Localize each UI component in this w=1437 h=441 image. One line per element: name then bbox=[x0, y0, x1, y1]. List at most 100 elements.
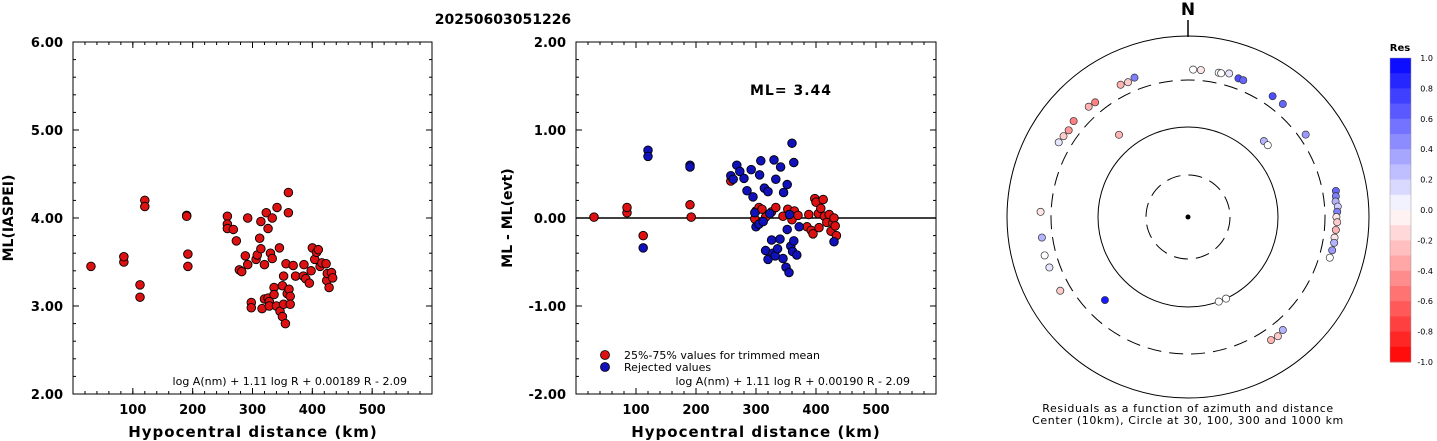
y-tick-label: 4.00 bbox=[31, 212, 63, 227]
y-tick-label: 5.00 bbox=[31, 124, 63, 139]
data-point bbox=[321, 259, 331, 269]
colorbar-swatch bbox=[1390, 134, 1411, 150]
data-point bbox=[775, 234, 785, 244]
data-point bbox=[240, 251, 251, 261]
legend-marker-trimmed bbox=[600, 350, 610, 360]
station-point bbox=[1084, 102, 1093, 111]
station-point bbox=[1328, 246, 1337, 255]
data-point bbox=[808, 229, 818, 239]
station-point bbox=[1333, 218, 1342, 227]
x-axis: 100 200 300 400 500 bbox=[587, 42, 925, 418]
data-point bbox=[771, 174, 781, 185]
colorbar-swatch bbox=[1390, 103, 1411, 120]
plot-frame bbox=[72, 41, 433, 395]
colorbar-swatch bbox=[1390, 118, 1411, 135]
station-point bbox=[1278, 100, 1287, 108]
data-point bbox=[772, 244, 783, 254]
colorbar-swatch bbox=[1390, 270, 1411, 287]
data-point bbox=[793, 210, 803, 221]
station-point bbox=[1273, 332, 1282, 341]
y-tick-label: 0.00 bbox=[534, 212, 566, 227]
data-point bbox=[754, 170, 765, 180]
data-point bbox=[242, 213, 253, 223]
station-point bbox=[1189, 65, 1198, 74]
y-axis-label: ML - ML(evt) bbox=[500, 168, 516, 267]
station-point bbox=[1239, 76, 1248, 85]
data-point bbox=[746, 164, 756, 175]
data-point bbox=[685, 162, 695, 172]
x-axis-label: Hypocentral distance (km) bbox=[128, 423, 378, 441]
station-point bbox=[1222, 294, 1230, 303]
colorbar-tick-label: 0.0 bbox=[1420, 206, 1433, 215]
data-point bbox=[306, 266, 316, 276]
colorbar-title: Res bbox=[1390, 43, 1410, 54]
x-tick-label: 300 bbox=[742, 403, 769, 418]
data-point bbox=[622, 202, 632, 213]
colorbar-swatch bbox=[1390, 164, 1411, 181]
data-point bbox=[135, 280, 145, 290]
data-point bbox=[758, 216, 768, 227]
x-tick-label: 400 bbox=[299, 403, 326, 418]
data-point bbox=[784, 267, 794, 278]
colorbar-tick-label: -1.0 bbox=[1417, 358, 1433, 367]
azimuth-residual-chart: N Residuals as a function of azimuth and… bbox=[1006, 0, 1370, 427]
station-point bbox=[1217, 69, 1226, 78]
data-point bbox=[285, 299, 295, 309]
colorbar-swatch bbox=[1390, 179, 1411, 196]
station-point bbox=[1325, 253, 1334, 262]
data-point bbox=[818, 194, 828, 205]
colorbar-tick-label: 0.8 bbox=[1420, 84, 1433, 93]
station-point bbox=[1100, 296, 1109, 305]
ring-1000km bbox=[1006, 35, 1370, 399]
data-point bbox=[778, 187, 789, 198]
ring-30km bbox=[1145, 174, 1231, 260]
epicenter-dot bbox=[1185, 214, 1191, 220]
y-axis-label: ML(IASPEI) bbox=[1, 175, 17, 262]
x-tick-label: 300 bbox=[239, 403, 266, 418]
colorbar-tick-label: 1.0 bbox=[1420, 54, 1433, 63]
data-point bbox=[748, 192, 758, 202]
data-point bbox=[261, 207, 272, 218]
data-points bbox=[86, 187, 338, 329]
colorbar-tick-label: -0.2 bbox=[1417, 236, 1433, 245]
data-point bbox=[183, 261, 193, 272]
data-point bbox=[782, 179, 792, 190]
ml-vs-distance-chart: 2.00 3.00 4.00 5.00 6.00 100 200 300 400 500 ML(… bbox=[1, 36, 433, 441]
colorbar-tick-label: -0.8 bbox=[1417, 328, 1433, 337]
y-tick-label: 1.00 bbox=[534, 124, 566, 139]
data-point bbox=[804, 209, 814, 220]
station-point bbox=[1124, 78, 1132, 87]
colorbar-tick-label: 0.6 bbox=[1420, 115, 1433, 124]
colorbar-tick-label: -0.4 bbox=[1417, 267, 1433, 276]
data-point bbox=[86, 261, 96, 272]
data-point bbox=[267, 213, 277, 223]
y-axis: -2.00 -1.00 0.00 1.00 2.00 bbox=[529, 36, 936, 403]
data-point bbox=[787, 138, 797, 148]
station-point bbox=[1263, 141, 1272, 150]
colorbar-swatch bbox=[1390, 210, 1411, 226]
data-point bbox=[735, 166, 745, 177]
data-point bbox=[246, 303, 257, 313]
data-point bbox=[283, 187, 294, 198]
x-tick-label: 400 bbox=[802, 403, 829, 418]
colorbar-tick-label: -0.6 bbox=[1417, 297, 1433, 306]
station-point bbox=[1331, 225, 1340, 234]
x-tick-label: 100 bbox=[622, 403, 649, 418]
y-tick-label: 2.00 bbox=[534, 36, 566, 51]
station-point bbox=[1116, 80, 1125, 89]
station-point bbox=[1278, 326, 1287, 334]
ring-100km bbox=[1097, 126, 1279, 308]
x-tick-label: 100 bbox=[119, 403, 146, 418]
data-point bbox=[269, 289, 279, 300]
x-axis: 100 200 300 400 500 bbox=[84, 42, 421, 418]
colorbar-swatch bbox=[1390, 194, 1411, 211]
y-tick-label: -2.00 bbox=[529, 388, 566, 403]
data-point bbox=[792, 250, 802, 260]
station-point bbox=[1214, 297, 1223, 306]
ring-300km bbox=[1050, 79, 1326, 355]
station-point bbox=[1225, 69, 1234, 78]
data-point bbox=[140, 201, 150, 212]
data-point bbox=[782, 224, 792, 235]
ml-annotation: ML= 3.44 bbox=[750, 83, 832, 99]
